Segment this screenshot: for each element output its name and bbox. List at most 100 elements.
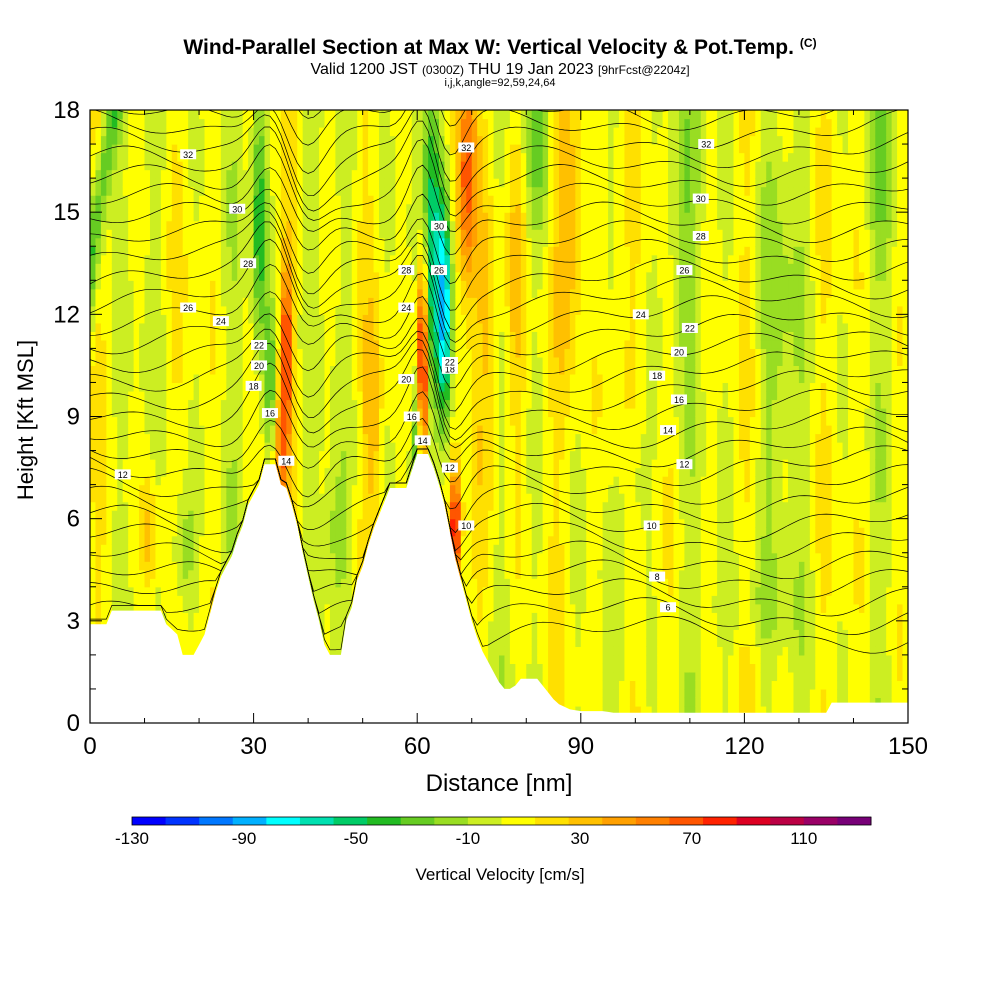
w-cell (188, 195, 195, 205)
w-cell (373, 280, 380, 290)
w-cell (400, 459, 407, 469)
w-cell (329, 373, 336, 384)
w-cell (166, 237, 173, 247)
w-cell (139, 561, 146, 571)
w-cell (444, 493, 451, 503)
w-cell (242, 331, 249, 341)
w-cell (373, 348, 380, 358)
w-cell (324, 586, 331, 596)
w-cell (122, 365, 129, 375)
w-cell (177, 629, 184, 639)
w-cell (128, 305, 135, 315)
w-cell (166, 288, 173, 298)
w-cell (379, 390, 386, 401)
w-cell (188, 425, 195, 435)
w-cell (155, 459, 162, 469)
w-cell (291, 288, 298, 298)
w-cell (128, 263, 135, 273)
w-cell (389, 195, 396, 205)
w-cell (362, 416, 369, 426)
w-cell (253, 416, 260, 426)
w-cell (106, 425, 113, 435)
w-cell (269, 127, 277, 137)
w-cell (90, 212, 97, 222)
w-cell (329, 322, 336, 332)
w-cell (133, 186, 140, 196)
w-cell (117, 110, 124, 120)
w-cell (122, 212, 129, 222)
w-cell (128, 186, 135, 196)
w-cell (340, 314, 347, 324)
w-cell (149, 552, 157, 562)
w-cell (302, 450, 309, 460)
w-cell (400, 195, 407, 205)
w-cell (422, 144, 429, 154)
w-cell (100, 450, 107, 460)
w-cell (319, 603, 326, 613)
w-cell (182, 365, 189, 375)
w-cell (171, 484, 178, 494)
w-cell (160, 118, 167, 128)
w-cell (449, 314, 456, 324)
w-cell (368, 390, 375, 401)
w-cell (335, 118, 342, 128)
w-cell (417, 118, 424, 128)
w-cell (286, 416, 293, 426)
w-cell (242, 203, 249, 213)
w-cell (242, 271, 249, 281)
w-cell (313, 271, 320, 281)
w-cell (357, 144, 364, 154)
w-cell (237, 135, 244, 145)
w-cell (149, 229, 157, 239)
w-cell (362, 407, 369, 418)
w-cell (128, 127, 135, 137)
w-cell (193, 195, 200, 205)
w-cell (286, 212, 293, 222)
w-cell (302, 433, 309, 443)
w-cell (133, 373, 140, 384)
w-cell (362, 212, 369, 222)
w-cell (308, 314, 315, 324)
w-cell (389, 152, 396, 162)
w-cell (428, 212, 435, 222)
w-cell (460, 229, 467, 239)
w-cell (237, 348, 244, 358)
w-cell (275, 467, 282, 477)
w-cell (449, 450, 456, 460)
w-cell (379, 501, 386, 511)
w-cell (368, 365, 375, 375)
w-cell (193, 152, 200, 162)
w-cell (346, 305, 353, 315)
w-cell (90, 271, 97, 281)
w-cell (302, 212, 309, 222)
w-cell (106, 297, 113, 307)
w-cell (226, 450, 233, 460)
w-cell (308, 407, 315, 418)
w-cell (455, 229, 462, 239)
w-cell (351, 356, 358, 367)
w-cell (275, 280, 282, 290)
w-cell (117, 450, 124, 460)
w-cell (460, 254, 467, 264)
w-cell (439, 339, 446, 349)
w-cell (346, 127, 353, 137)
w-cell (389, 144, 396, 154)
w-cell (155, 331, 162, 341)
w-cell (155, 390, 162, 401)
w-cell (242, 237, 249, 247)
w-cell (308, 161, 315, 171)
w-cell (95, 390, 102, 401)
w-cell (422, 178, 429, 188)
w-cell (269, 161, 277, 171)
w-cell (313, 544, 320, 554)
w-cell (329, 552, 336, 562)
w-cell (324, 254, 331, 264)
w-cell (302, 178, 309, 188)
w-cell (171, 578, 178, 588)
w-cell (160, 561, 167, 571)
w-cell (215, 110, 222, 120)
w-cell (406, 161, 413, 171)
w-cell (177, 271, 184, 281)
w-cell (182, 254, 189, 264)
w-cell (406, 297, 413, 307)
